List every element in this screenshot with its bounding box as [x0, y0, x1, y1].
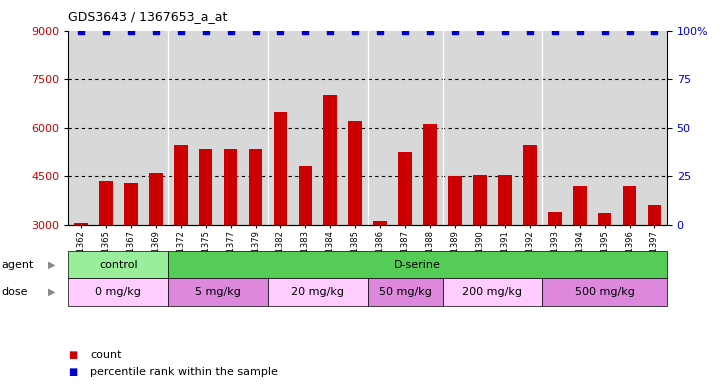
Bar: [373, 222, 387, 225]
Text: 500 mg/kg: 500 mg/kg: [575, 287, 634, 297]
Text: 0 mg/kg: 0 mg/kg: [95, 287, 141, 297]
Bar: [298, 167, 312, 225]
Point: [100, 28, 112, 34]
Point: [225, 28, 236, 34]
Point: [524, 28, 536, 34]
Text: GDS3643 / 1367653_a_at: GDS3643 / 1367653_a_at: [68, 10, 228, 23]
Point: [574, 28, 585, 34]
Bar: [473, 175, 487, 225]
Point: [549, 28, 560, 34]
Text: ▶: ▶: [48, 287, 56, 297]
Point: [275, 28, 286, 34]
Bar: [224, 149, 237, 225]
Bar: [324, 95, 337, 225]
Text: 200 mg/kg: 200 mg/kg: [462, 287, 523, 297]
Bar: [74, 223, 88, 225]
Text: ▶: ▶: [48, 260, 56, 270]
Text: control: control: [99, 260, 138, 270]
Text: percentile rank within the sample: percentile rank within the sample: [90, 367, 278, 377]
Text: ■: ■: [68, 367, 78, 377]
Bar: [498, 175, 512, 225]
Text: dose: dose: [1, 287, 28, 297]
Bar: [548, 212, 562, 225]
Bar: [249, 149, 262, 225]
Text: 50 mg/kg: 50 mg/kg: [379, 287, 432, 297]
Point: [150, 28, 162, 34]
Point: [350, 28, 361, 34]
Bar: [199, 149, 213, 225]
Point: [324, 28, 336, 34]
Bar: [398, 152, 412, 225]
Bar: [174, 146, 187, 225]
Bar: [348, 121, 362, 225]
Bar: [623, 186, 637, 225]
Bar: [149, 173, 163, 225]
Point: [125, 28, 136, 34]
Bar: [423, 124, 437, 225]
Point: [249, 28, 261, 34]
Point: [499, 28, 510, 34]
Point: [649, 28, 660, 34]
Bar: [598, 214, 611, 225]
Bar: [572, 186, 586, 225]
Point: [200, 28, 211, 34]
Point: [175, 28, 187, 34]
Point: [399, 28, 411, 34]
Bar: [523, 146, 536, 225]
Point: [624, 28, 635, 34]
Point: [424, 28, 435, 34]
Point: [75, 28, 87, 34]
Bar: [273, 111, 287, 225]
Point: [599, 28, 611, 34]
Text: 20 mg/kg: 20 mg/kg: [291, 287, 345, 297]
Point: [474, 28, 486, 34]
Bar: [647, 205, 661, 225]
Bar: [124, 183, 138, 225]
Text: 5 mg/kg: 5 mg/kg: [195, 287, 241, 297]
Point: [449, 28, 461, 34]
Point: [374, 28, 386, 34]
Bar: [448, 176, 462, 225]
Text: ■: ■: [68, 350, 78, 360]
Point: [300, 28, 311, 34]
Bar: [99, 181, 112, 225]
Text: D-serine: D-serine: [394, 260, 441, 270]
Text: count: count: [90, 350, 122, 360]
Text: agent: agent: [1, 260, 34, 270]
